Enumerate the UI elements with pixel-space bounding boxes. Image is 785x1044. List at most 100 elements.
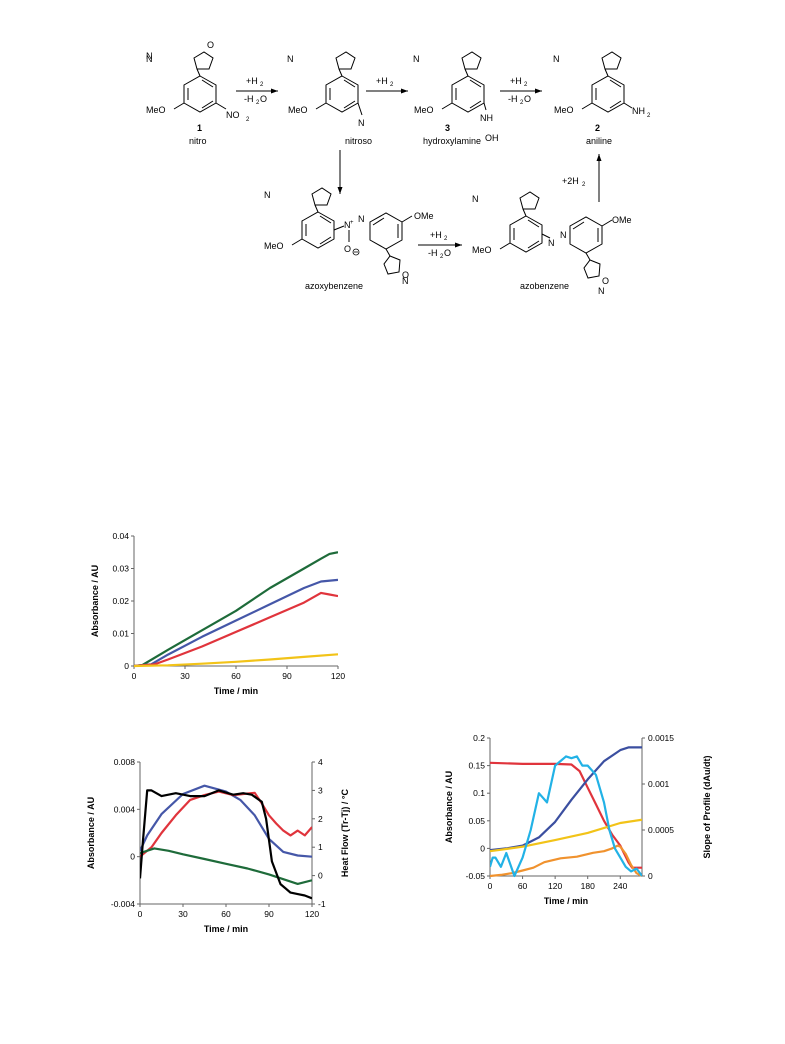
x-tick-label: 180 [581, 881, 595, 891]
y-tick-label: 0.008 [114, 757, 136, 767]
svg-text:N: N [472, 194, 479, 204]
svg-text:+2H: +2H [562, 176, 579, 186]
label-azoxybenzene: azoxybenzene [305, 281, 363, 291]
x-tick-label: 0 [138, 909, 143, 919]
molecule-nitro: N O MeO NO 2 1 nitro [146, 40, 250, 146]
svg-text:OH: OH [485, 133, 499, 143]
x-axis-title: Time / min [204, 924, 248, 934]
svg-text:O: O [524, 94, 531, 104]
series-line-2 [140, 790, 312, 858]
svg-text:MeO: MeO [288, 105, 308, 115]
svg-text:MeO: MeO [146, 105, 166, 115]
x-tick-label: 60 [231, 671, 241, 681]
svg-text:+H: +H [246, 76, 258, 86]
svg-text:MeO: MeO [264, 241, 284, 251]
svg-text:O: O [207, 40, 214, 50]
svg-text:+: + [350, 220, 354, 226]
series-line-3 [134, 591, 338, 668]
molecule-hydroxylamine: MeO NH OH 3 hydroxylamine [414, 51, 499, 146]
svg-text:2: 2 [524, 82, 528, 88]
chart-absorbance-1: 0 30 60 90 120 0 0.01 0.02 0.03 0.04 Time / min Abs… [90, 531, 345, 696]
x-tick-label: 0 [132, 671, 137, 681]
y2-tick-label: 1 [318, 842, 323, 852]
x-axis-title: Time / min [544, 896, 588, 906]
x-tick-label: 90 [264, 909, 274, 919]
svg-text:O: O [402, 270, 409, 280]
svg-text:OMe: OMe [612, 215, 632, 225]
oxazole-n-4: N [553, 54, 560, 64]
y-tick-label: 0 [480, 843, 485, 853]
svg-text:2: 2 [582, 182, 586, 188]
svg-text:2: 2 [390, 82, 394, 88]
label-azobenzene: azobenzene [520, 281, 569, 291]
svg-text:N: N [358, 118, 365, 128]
series-line-2 [134, 578, 338, 668]
svg-text:MeO: MeO [472, 245, 492, 255]
series-line-4 [490, 844, 642, 878]
svg-text:2: 2 [647, 113, 651, 119]
y2-tick-label: 3 [318, 785, 323, 795]
svg-text:2: 2 [520, 100, 524, 106]
y-axis-title: Absorbance / AU [86, 797, 96, 869]
y-tick-label: 0.15 [468, 761, 485, 771]
y-tick-label: 0.004 [114, 804, 136, 814]
y-tick-label: 0.05 [468, 816, 485, 826]
svg-text:2: 2 [256, 100, 260, 106]
svg-text:N: N [548, 238, 555, 248]
svg-text:NO: NO [226, 110, 240, 120]
compound-number-3: 3 [445, 123, 450, 133]
x-tick-label: 90 [282, 671, 292, 681]
y2-tick-label: 0.0005 [648, 825, 674, 835]
y-tick-label: 0 [124, 661, 129, 671]
x-tick-label: 120 [548, 881, 562, 891]
label-nitroso: nitroso [345, 136, 372, 146]
label-nitro: nitro [189, 136, 207, 146]
oxazole-n-2: N [287, 54, 294, 64]
y2-tick-label: 4 [318, 757, 323, 767]
y-tick-label: 0.04 [112, 531, 129, 541]
svg-text:O: O [260, 94, 267, 104]
svg-text:+H: +H [376, 76, 388, 86]
svg-text:OMe: OMe [414, 211, 434, 221]
y-axis-title: Absorbance / AU [444, 771, 454, 843]
x-tick-label: 240 [613, 881, 627, 891]
y2-tick-label: 0 [648, 871, 653, 881]
y2-tick-label: 0 [318, 871, 323, 881]
molecule-nitroso: MeO N nitroso [288, 51, 372, 146]
y-tick-label: 0.1 [473, 788, 485, 798]
y-tick-label: 0.01 [112, 629, 129, 639]
y-tick-label: 0.2 [473, 733, 485, 743]
svg-text:2: 2 [444, 236, 448, 242]
series-line-4 [134, 653, 338, 668]
svg-text:+H: +H [430, 230, 442, 240]
x-tick-label: 30 [178, 909, 188, 919]
svg-text:2: 2 [440, 254, 444, 260]
oxazole-n-3: N [413, 54, 420, 64]
svg-text:O: O [444, 248, 451, 258]
svg-text:O: O [344, 244, 351, 254]
y-tick-label: -0.004 [111, 899, 135, 909]
svg-text:N: N [344, 220, 351, 230]
series-line-4 [140, 789, 312, 900]
molecule-azobenzene: MeO N N OMe O N azobenzene [472, 191, 632, 296]
series-line-3 [140, 847, 312, 885]
y2-tick-label: 0.0015 [648, 733, 674, 743]
series-line-5 [490, 755, 642, 878]
y-tick-label: -0.05 [466, 871, 486, 881]
label-hydroxylamine: hydroxylamine [423, 136, 481, 146]
x-tick-label: 60 [518, 881, 528, 891]
svg-text:+H: +H [510, 76, 522, 86]
svg-text:NH: NH [480, 113, 493, 123]
chart-absorbance-slope: 0 60 120 180 240-0.0500.050.10.150.200.00050… [444, 733, 712, 906]
svg-text:N: N [560, 230, 567, 240]
svg-text:MeO: MeO [554, 105, 574, 115]
x-axis-title: Time / min [214, 686, 258, 696]
x-tick-label: 120 [331, 671, 345, 681]
y2-tick-label: -1 [318, 899, 326, 909]
y-tick-label: 0 [130, 852, 135, 862]
y2-tick-label: 2 [318, 814, 323, 824]
molecule-aniline: MeO NH 2 2 aniline [554, 51, 651, 146]
y2-tick-label: 0.001 [648, 779, 670, 789]
svg-text:2: 2 [246, 117, 250, 123]
